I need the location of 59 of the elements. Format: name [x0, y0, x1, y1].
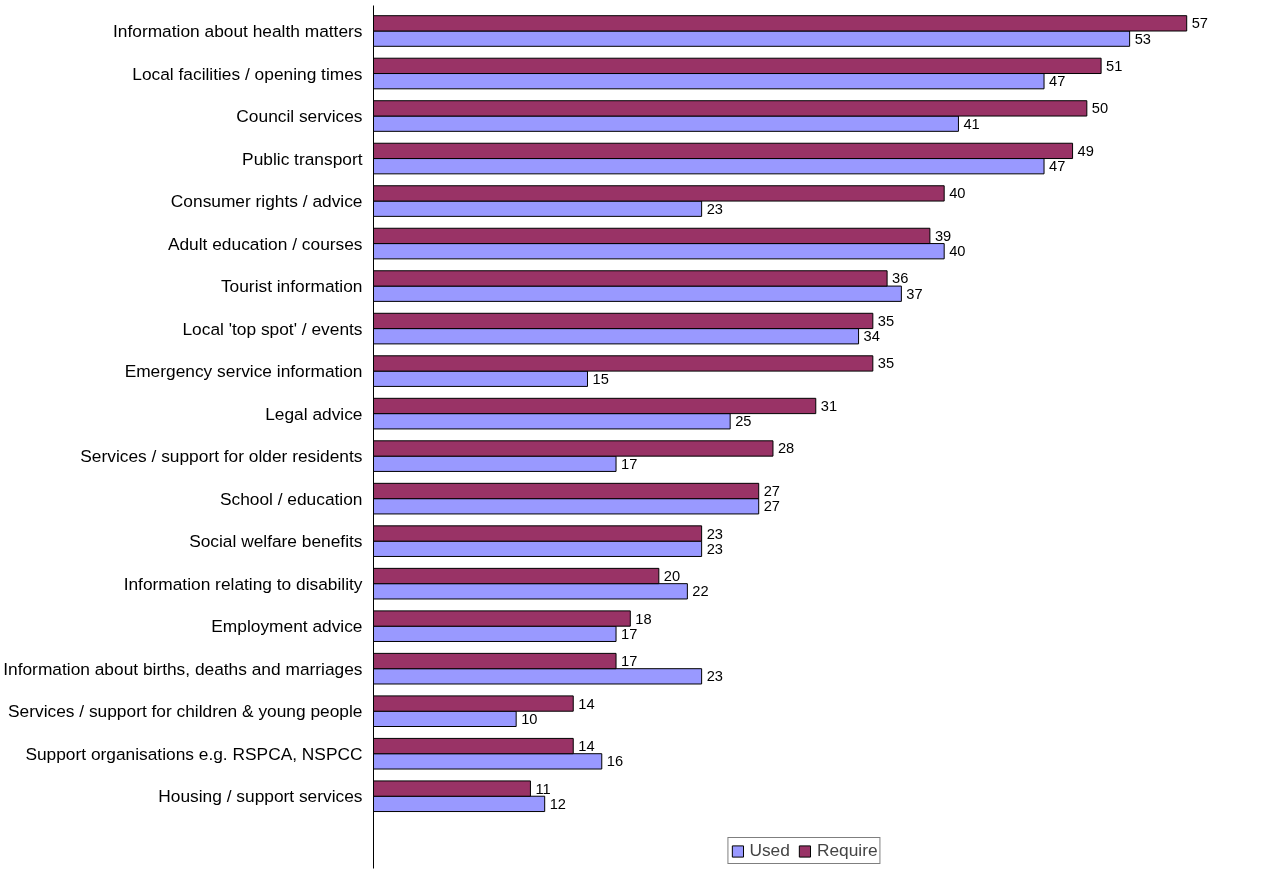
data-label: 39: [934, 227, 952, 244]
y-tick-label: Public transport: [242, 148, 363, 169]
data-label: 23: [706, 525, 723, 542]
data-label: 34: [863, 328, 880, 345]
data-label: 31: [820, 397, 838, 414]
y-tick-label: Services / support for older residents: [80, 446, 363, 467]
data-label: 14: [578, 738, 595, 755]
data-label: 36: [892, 270, 909, 287]
data-label: 15: [592, 370, 609, 387]
y-tick-label: Emergency service information: [124, 361, 363, 382]
y-tick-label: Consumer rights / advice: [170, 191, 363, 212]
legend-label: Require: [816, 840, 878, 861]
y-tick-label: Services / support for children & young people: [8, 701, 363, 722]
y-tick-label: School / education: [219, 488, 363, 509]
y-tick-label: Adult education / courses: [167, 233, 363, 254]
y-tick-label: Information about births, deaths and marriages: [3, 658, 363, 679]
data-label: 57: [1191, 15, 1209, 32]
data-label: 23: [706, 200, 723, 217]
y-tick-label: Legal advice: [265, 403, 363, 424]
data-label: 14: [578, 695, 595, 712]
data-label: 47: [1049, 158, 1066, 175]
data-label: 12: [549, 795, 567, 812]
data-label: 40: [949, 185, 966, 202]
y-tick-label: Support organisations e.g. RSPCA, NSPCC: [25, 743, 363, 764]
data-label: 50: [1091, 100, 1109, 117]
data-label: 28: [777, 440, 795, 457]
data-label: 10: [521, 710, 538, 727]
legend-label: Used: [749, 840, 790, 861]
y-tick-label: Information about health matters: [113, 21, 363, 42]
data-label: 27: [763, 498, 781, 515]
data-label: 47: [1049, 73, 1066, 90]
data-label: 11: [535, 780, 551, 797]
data-label: 17: [621, 625, 638, 642]
data-label: 22: [692, 583, 709, 600]
data-label: 53: [1134, 30, 1151, 47]
data-label: 35: [877, 355, 895, 372]
y-tick-label: Tourist information: [220, 276, 363, 297]
data-label: 23: [706, 668, 723, 685]
y-tick-label: Information relating to disability: [123, 573, 363, 594]
data-label: 40: [949, 243, 966, 260]
data-label: 20: [663, 568, 681, 585]
y-tick-label: Local facilities / opening times: [132, 63, 363, 84]
y-tick-label: Local 'top spot' / events: [182, 318, 363, 339]
data-label: 35: [877, 312, 895, 329]
y-tick-label: Social welfare benefits: [189, 531, 363, 552]
data-label: 49: [1077, 142, 1094, 159]
data-label: 27: [763, 482, 781, 499]
y-tick-label: Council services: [236, 106, 363, 127]
data-label: 37: [906, 285, 923, 302]
data-label: 17: [621, 455, 638, 472]
data-label: 17: [621, 653, 638, 670]
data-label: 18: [635, 610, 652, 627]
data-label: 25: [735, 413, 752, 430]
data-label: 51: [1106, 57, 1123, 74]
y-tick-label: Employment advice: [211, 616, 363, 637]
y-tick-label: Housing / support services: [158, 786, 363, 807]
data-label: 41: [963, 115, 980, 132]
data-label: 16: [606, 753, 624, 770]
data-label: 23: [706, 540, 723, 557]
